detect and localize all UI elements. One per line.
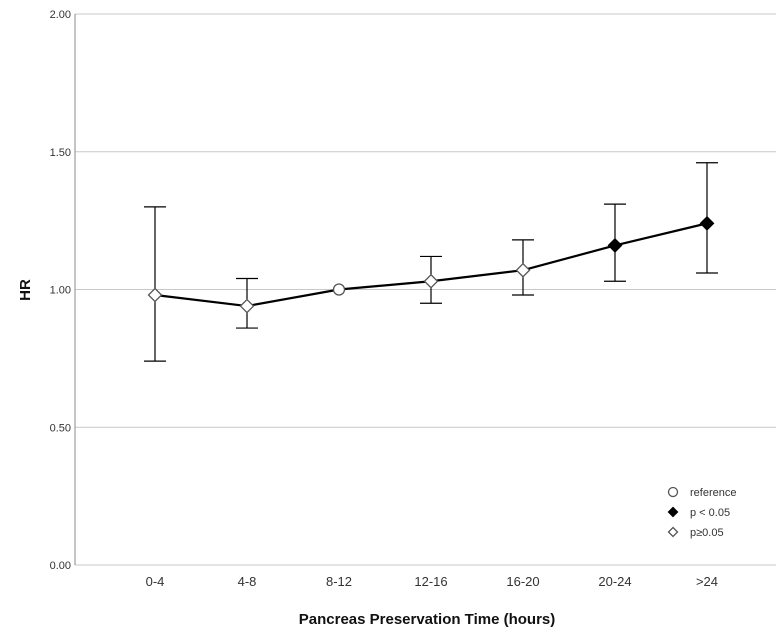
x-tick-label: 0-4 xyxy=(146,574,165,589)
y-tick-label: 1.50 xyxy=(50,147,71,159)
data-point-marker xyxy=(515,262,531,278)
legend-item: p≥0.05 xyxy=(667,526,724,539)
legend-marker-icon xyxy=(667,486,679,498)
data-point-marker xyxy=(699,215,715,231)
y-axis-title: HR xyxy=(17,279,34,301)
legend-marker-icon xyxy=(667,506,679,518)
legend-label: p < 0.05 xyxy=(690,507,730,519)
x-tick-label: 4-8 xyxy=(238,574,257,589)
error-bars xyxy=(144,162,718,362)
y-tick-label: 1.00 xyxy=(50,285,71,297)
x-tick-label: 16-20 xyxy=(506,574,539,589)
legend-marker-icon xyxy=(667,526,679,538)
legend: reference p < 0.05 p≥0.05 xyxy=(667,486,736,539)
data-point-marker xyxy=(607,238,623,253)
data-point-marker xyxy=(147,287,163,303)
x-tick-label: 20-24 xyxy=(598,574,631,589)
legend-label: reference xyxy=(690,487,736,499)
y-tick-label: 2.00 xyxy=(50,9,71,21)
gridlines xyxy=(75,13,776,566)
x-tick-label: 8-12 xyxy=(326,574,352,589)
x-tick-labels: 0-4 4-8 8-12 12-16 16-20 20-24 >24 xyxy=(146,574,718,589)
y-tick-label: 0.00 xyxy=(50,560,71,572)
data-point-marker xyxy=(239,298,255,314)
y-tick-labels: 0.00 0.50 1.00 1.50 2.00 xyxy=(50,9,71,572)
y-tick-label: 0.50 xyxy=(50,422,71,434)
hr-markers xyxy=(147,215,715,314)
x-axis-title: Pancreas Preservation Time (hours) xyxy=(299,611,556,628)
legend-label: p≥0.05 xyxy=(690,527,724,539)
data-point-marker xyxy=(423,273,439,289)
legend-item: reference xyxy=(667,486,736,499)
data-point-marker xyxy=(332,283,346,296)
x-tick-label: 12-16 xyxy=(414,574,447,589)
x-tick-label: >24 xyxy=(696,574,718,589)
legend-item: p < 0.05 xyxy=(667,506,730,519)
error-bar xyxy=(144,206,166,362)
